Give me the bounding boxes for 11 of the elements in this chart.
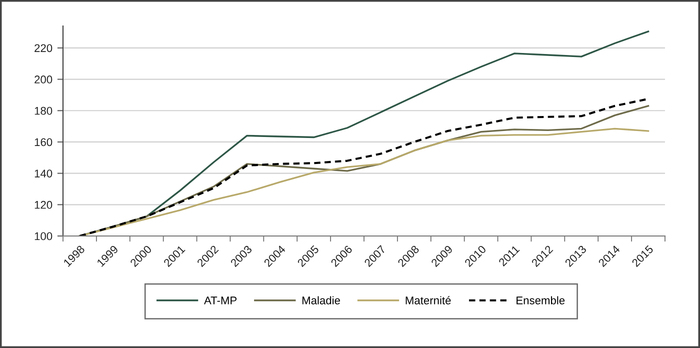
y-tick-label: 140	[34, 170, 52, 178]
y-tick-label: 120	[34, 200, 52, 209]
y-tick-label: 180	[34, 106, 52, 115]
y-tick-label: 220	[34, 44, 52, 52]
legend-label: Maternité	[406, 296, 451, 304]
legend-label: Maladie	[302, 296, 340, 304]
legend-label: Ensemble	[516, 296, 565, 304]
y-tick-label: 160	[34, 138, 52, 146]
y-tick-label: 200	[34, 76, 52, 84]
y-tick-label: 100	[34, 232, 52, 240]
legend-label: AT-MP	[204, 296, 237, 304]
